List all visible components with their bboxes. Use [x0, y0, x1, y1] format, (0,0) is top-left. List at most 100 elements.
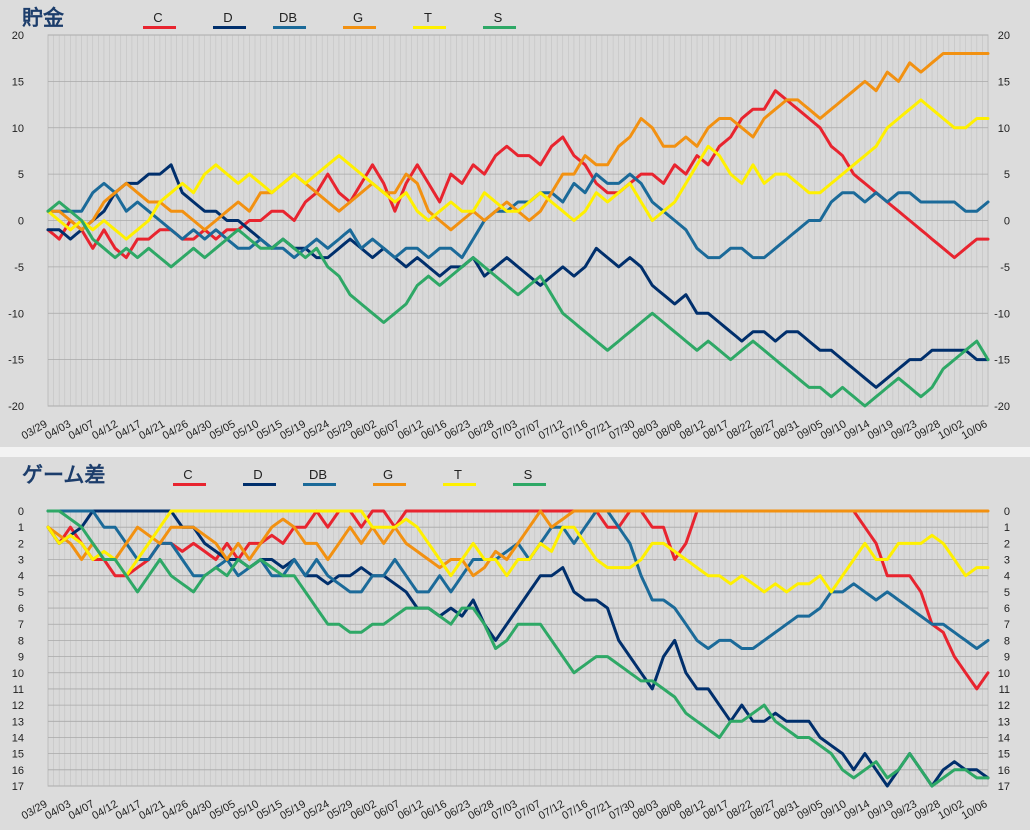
y-tick-label-right: 6 [1004, 603, 1010, 615]
y-tick-label-left: -15 [8, 355, 24, 367]
y-tick-label-right: -20 [994, 401, 1010, 413]
x-tick-label: 10/06 [960, 418, 990, 442]
legend-swatch [483, 26, 516, 29]
legend-label: C [153, 10, 163, 25]
y-tick-label-left: 14 [12, 732, 24, 744]
y-tick-label-left: 8 [18, 635, 24, 647]
y-tick-label-left: -10 [8, 308, 24, 320]
legend-swatch [303, 483, 336, 486]
y-tick-label-left: 16 [12, 765, 24, 777]
legend-label: DB [278, 10, 298, 25]
legend-item: DB [288, 467, 368, 487]
series-line-d [46, 509, 990, 788]
y-tick-label-left: 15 [12, 749, 24, 761]
legend-label: D [223, 10, 233, 25]
chart-legend: C D DB G T S [0, 467, 1030, 487]
y-tick-label-right: 8 [1004, 635, 1010, 647]
y-tick-label-right: 5 [1004, 169, 1010, 181]
y-tick-label-left: 10 [12, 668, 24, 680]
y-tick-label-right: -10 [994, 308, 1010, 320]
y-tick-label-right: -5 [1000, 262, 1010, 274]
y-tick-label-left: 10 [12, 123, 24, 135]
legend-item: DB [258, 10, 338, 30]
y-tick-label-right: 12 [998, 700, 1010, 712]
legend-label: G [352, 10, 364, 25]
chart-title: ゲーム差 [22, 463, 106, 487]
series-line-t [46, 98, 990, 241]
y-tick-label-right: 0 [1004, 216, 1010, 228]
chart-panel-games-behind: ゲーム差 C D DB G T S 0 0 1 1 2 2 3 3 4 4 5 5 6 6 7 7 8 8 9 9 10 10 11 1… [0, 457, 1030, 830]
chart-legend: C D DB G T S [0, 10, 1030, 30]
y-tick-label-left: 15 [12, 76, 24, 88]
legend-item: S [498, 467, 578, 487]
y-tick-label-left: 5 [18, 587, 24, 599]
x-tick-label: 10/06 [960, 798, 990, 822]
series-line-g [46, 509, 990, 578]
y-tick-label-left: 11 [13, 684, 24, 696]
series-line-s [46, 509, 990, 788]
legend-swatch [413, 26, 446, 29]
legend-item: G [328, 10, 408, 30]
series-line-d [46, 163, 990, 389]
legend-swatch [373, 483, 406, 486]
y-tick-label-right: 10 [998, 123, 1010, 135]
y-tick-label-left: 9 [18, 652, 24, 664]
y-tick-label-left: 2 [18, 538, 24, 550]
y-tick-label-right: 20 [998, 30, 1010, 42]
y-tick-label-left: 0 [18, 506, 24, 518]
legend-item: S [468, 10, 548, 30]
y-tick-label-left: 1 [18, 522, 24, 534]
legend-swatch [273, 26, 306, 29]
legend-label: S [523, 467, 533, 482]
series-line-s [46, 200, 990, 408]
chart-panel-savings: 貯金 C D DB G T S 20 20 15 15 10 10 5 5 0 0 -5 -5 -10 -10 -15… [0, 6, 1030, 443]
y-tick-label-left: -20 [8, 401, 24, 413]
legend-item: C [158, 467, 238, 487]
y-tick-label-left: 0 [18, 216, 24, 228]
legend-label: DB [308, 467, 328, 482]
series-line-t [46, 509, 990, 594]
y-tick-label-left: 4 [18, 571, 24, 583]
y-tick-label-left: -5 [14, 262, 24, 274]
chart-title: 貯金 [22, 6, 64, 30]
y-tick-label-left: 13 [12, 716, 24, 728]
legend-label: C [183, 467, 193, 482]
y-tick-label-left: 5 [18, 169, 24, 181]
legend-item: T [428, 467, 508, 487]
legend-item: D [198, 10, 278, 30]
y-tick-label-left: 6 [18, 603, 24, 615]
y-tick-label-left: 12 [12, 700, 24, 712]
y-tick-label-right: -15 [994, 355, 1010, 367]
y-tick-label-right: 10 [998, 668, 1010, 680]
legend-label: T [454, 467, 462, 482]
y-tick-label-right: 15 [998, 749, 1010, 761]
y-tick-label-right: 16 [998, 765, 1010, 777]
legend-label: S [493, 10, 503, 25]
y-tick-label-right: 11 [999, 684, 1010, 696]
y-tick-label-right: 4 [1004, 571, 1010, 583]
series-line-db [46, 172, 990, 260]
panel-divider [0, 447, 1030, 457]
y-tick-label-right: 3 [1004, 555, 1010, 567]
legend-label: T [424, 10, 432, 25]
y-tick-label-right: 7 [1004, 619, 1010, 631]
y-tick-label-right: 0 [1004, 506, 1010, 518]
legend-label: G [382, 467, 394, 482]
y-tick-label-right: 1 [1004, 522, 1010, 534]
y-tick-label-right: 17 [998, 781, 1010, 793]
legend-item: T [398, 10, 478, 30]
legend-swatch [173, 483, 206, 486]
legend-swatch [213, 26, 246, 29]
y-tick-label-right: 13 [998, 716, 1010, 728]
y-tick-label-right: 14 [998, 732, 1010, 744]
y-tick-label-right: 2 [1004, 538, 1010, 550]
legend-item: C [128, 10, 208, 30]
y-tick-label-left: 20 [12, 30, 24, 42]
legend-swatch [343, 26, 376, 29]
legend-swatch [443, 483, 476, 486]
legend-item: D [228, 467, 308, 487]
legend-swatch [243, 483, 276, 486]
y-tick-label-left: 17 [12, 781, 24, 793]
